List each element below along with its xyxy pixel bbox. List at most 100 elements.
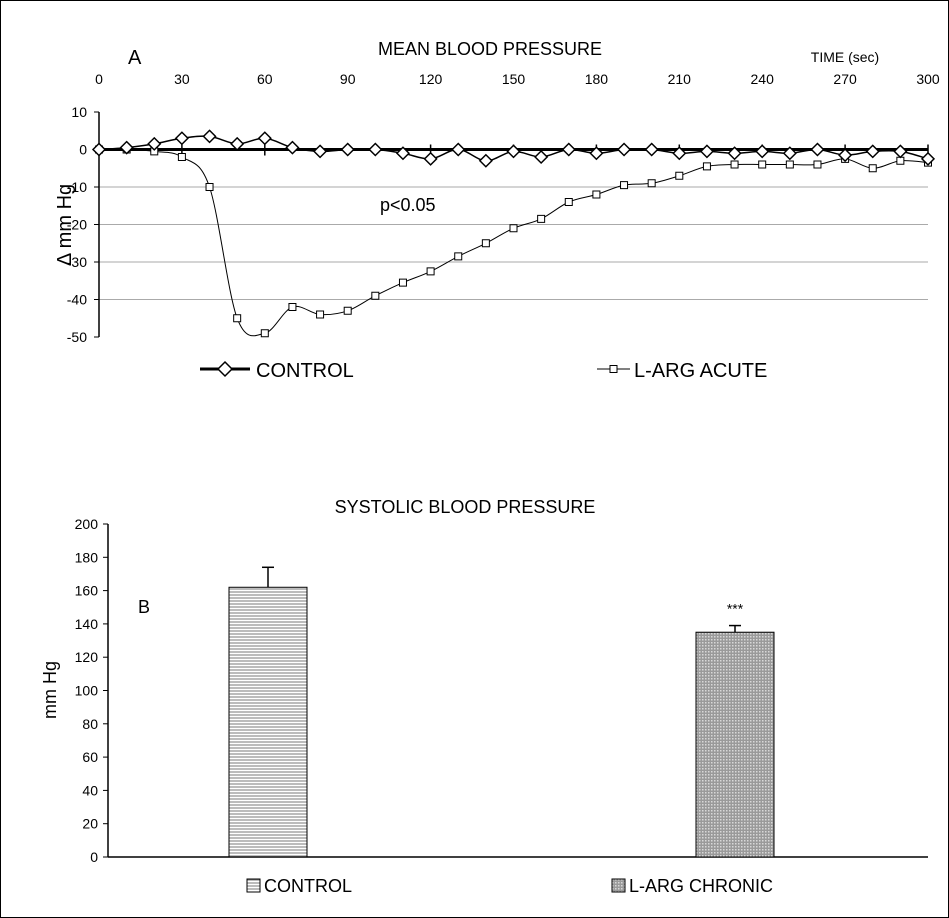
series-control-point [285, 140, 300, 155]
panel-a-y-tick-label: -30 [67, 254, 87, 270]
series-larg-acute-point [233, 314, 242, 323]
series-larg-acute-point [316, 310, 325, 319]
series-control-point [865, 144, 880, 159]
series-control-point [644, 142, 659, 157]
panel-b-y-tick-label: 60 [82, 749, 98, 765]
series-control-point [534, 149, 549, 165]
bar-control [228, 586, 308, 858]
series-larg-acute-point [702, 162, 711, 171]
panel-a-plot: 10 0 -10 -20 -30 -40 -50 0 30 60 90 120 150 180 210 240… [67, 71, 940, 345]
series-control-point [368, 142, 383, 157]
panel-b-y-tick-label: 200 [75, 516, 99, 532]
panel-b-legend: CONTROL L-ARG CHRONIC [246, 876, 773, 896]
panel-a-y-tick-label: -50 [67, 329, 87, 345]
panel-b-y-tick-label: 140 [75, 616, 99, 632]
series-control-point [782, 146, 797, 161]
series-control-point [561, 142, 576, 157]
panel-a-title: MEAN BLOOD PRESSURE [378, 39, 602, 59]
series-control-point [838, 148, 853, 163]
series-control-point [202, 129, 217, 144]
panel-a-x-tick-label: 180 [585, 71, 609, 87]
series-larg-acute-point [205, 183, 214, 191]
series-larg-acute-point [564, 198, 573, 206]
series-control-point [893, 144, 908, 159]
series-control-point [423, 151, 438, 166]
legend-larg-chronic-swatch [611, 878, 626, 893]
series-control-point [91, 142, 107, 157]
series-larg-acute-point [675, 171, 684, 180]
series-larg-acute-point [868, 164, 877, 173]
series-larg-acute-point [785, 160, 794, 169]
panel-b-plot: 0 20 40 60 80 100 120 140 160 180 200 *** [75, 516, 928, 865]
panel-b-y-axis-label: mm Hg [40, 661, 60, 719]
panel-a-y-tick-label: -10 [67, 179, 87, 195]
panel-a-y-tick-label: 0 [79, 142, 87, 158]
panel-a-label: A [128, 47, 142, 69]
panel-a-annotation: p<0.05 [380, 195, 436, 215]
legend-b-larg-chronic-label: L-ARG CHRONIC [629, 876, 773, 896]
panel-b-y-tick-label: 180 [75, 549, 99, 565]
series-larg-acute-point [398, 278, 407, 287]
panel-b-y-tick-label: 80 [82, 716, 98, 732]
series-control-point [230, 136, 245, 151]
panel-a-y-tick-label: -40 [67, 292, 87, 308]
series-control-point [810, 142, 825, 157]
panel-a-legend: CONTROL L-ARG ACUTE [200, 360, 767, 382]
series-larg-acute-point [260, 329, 269, 338]
panel-b-y-tick-label: 40 [82, 782, 98, 798]
series-control-point [451, 142, 466, 157]
series-larg-acute-point [537, 214, 546, 223]
panel-b-y-tick-label: 160 [75, 583, 99, 599]
series-larg-acute-point [481, 239, 490, 248]
series-larg-acute-point [620, 181, 629, 190]
panel-a-x-tick-label: 90 [340, 71, 356, 87]
panel-a-y-tick-label: 10 [71, 104, 87, 120]
series-larg-acute-point [177, 153, 186, 161]
panel-a-x-tick-label: 210 [668, 71, 692, 87]
panel-a-y-axis-label: Δ mm Hg [54, 184, 76, 266]
series-larg-acute-point [371, 291, 380, 300]
panel-a-x-tick-label: 300 [916, 71, 940, 87]
series-control-point [920, 151, 936, 166]
series-larg-acute-point [758, 160, 767, 169]
panel-b-y-tick-label: 20 [82, 816, 98, 832]
panel-a-x-tick-label: 270 [833, 71, 857, 87]
panel-a-x-tick-label: 240 [751, 71, 775, 87]
series-control-point [727, 146, 742, 161]
legend-control-label: CONTROL [256, 360, 354, 382]
series-larg-acute-point [426, 267, 435, 276]
series-control-point [313, 144, 328, 159]
legend-larg-acute-square-marker [609, 365, 618, 373]
series-control-point [147, 136, 162, 151]
series-larg-acute-point [647, 179, 656, 188]
panel-a-x-tick-label: 150 [502, 71, 526, 87]
series-larg-acute-point [509, 224, 518, 233]
series-control-point [340, 142, 355, 157]
series-larg-acute-point [454, 252, 463, 261]
series-control-point [589, 146, 604, 161]
legend-larg-acute-label: L-ARG ACUTE [634, 360, 767, 382]
series-larg-acute-point [730, 160, 739, 169]
panel-b-y-tick-label: 120 [75, 649, 99, 665]
series-control-point [672, 146, 687, 161]
significance-annotation: *** [727, 601, 744, 617]
panel-a-x-tick-label: 60 [257, 71, 273, 87]
series-control-point [174, 131, 189, 146]
panel-b-label: B [138, 597, 150, 617]
legend-b-control-label: CONTROL [264, 876, 352, 896]
panel-a-x-tick-label: 120 [419, 71, 443, 87]
series-control-point [616, 142, 632, 157]
series-larg-acute-point [288, 303, 297, 311]
series-control-point [119, 140, 134, 155]
series-control-point [699, 144, 714, 159]
series-larg-acute-line [98, 148, 929, 337]
panel-b-title: SYSTOLIC BLOOD PRESSURE [335, 497, 596, 517]
legend-control-swatch [246, 878, 261, 893]
panel-b-y-tick-label: 0 [90, 849, 98, 865]
series-control-point [755, 144, 770, 159]
panel-b-y-tick-label: 100 [75, 683, 99, 699]
panel-a-x-axis-label: TIME (sec) [811, 49, 879, 65]
panel-a-x-tick-label: 30 [174, 71, 190, 87]
panel-a-x-tick-label: 0 [95, 71, 103, 87]
